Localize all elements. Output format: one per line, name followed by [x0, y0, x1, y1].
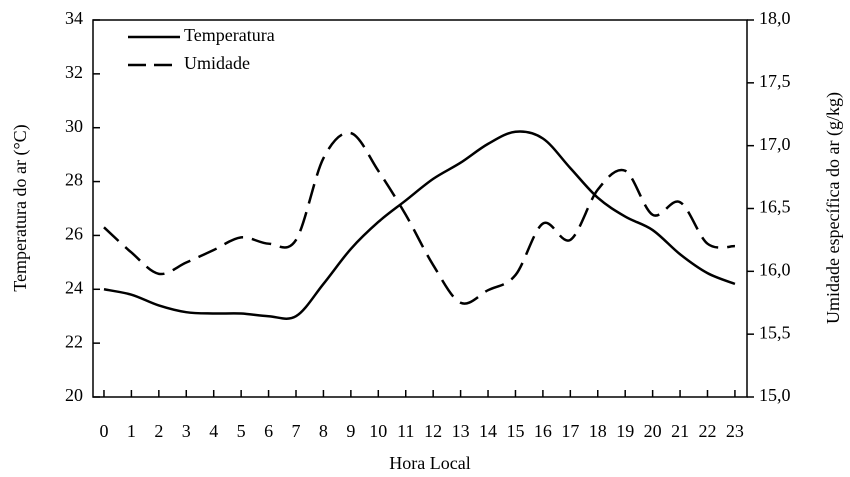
y2-tick-label: 16,0: [759, 259, 791, 279]
plot-frame: [92, 19, 748, 398]
x-tick-label: 23: [726, 421, 744, 441]
x-tick-label: 8: [319, 421, 328, 441]
y2-tick-label: 17,0: [759, 134, 791, 154]
y2-tick-label: 15,5: [759, 322, 791, 342]
y2-tick-label: 15,0: [759, 385, 791, 405]
x-tick-label: 4: [209, 421, 218, 441]
x-tick-label: 22: [698, 421, 716, 441]
y2-axis-label: Umidade específica do ar (g/kg): [823, 92, 844, 324]
x-tick-label: 17: [561, 421, 579, 441]
legend-label: Umidade: [184, 53, 250, 73]
legend-label: Temperatura: [184, 25, 275, 45]
y-tick-label: 34: [65, 8, 83, 28]
x-tick-label: 15: [506, 421, 524, 441]
x-tick-label: 21: [671, 421, 689, 441]
x-tick-label: 10: [369, 421, 387, 441]
x-tick-label: 6: [264, 421, 273, 441]
data-line: [103, 131, 736, 305]
x-tick-label: 0: [99, 421, 108, 441]
y2-tick-label: 17,5: [759, 71, 791, 91]
x-tick-label: 3: [182, 421, 191, 441]
x-tick-label: 19: [616, 421, 634, 441]
x-tick-label: 12: [424, 421, 442, 441]
data-line: [103, 130, 736, 320]
y-tick-label: 26: [65, 224, 83, 244]
y-tick-label: 24: [65, 277, 83, 297]
y-tick-label: 30: [65, 116, 83, 136]
x-tick-label: 7: [292, 421, 301, 441]
y-tick-label: 20: [65, 385, 83, 405]
x-tick-label: 9: [346, 421, 355, 441]
x-tick-label: 2: [154, 421, 163, 441]
y-tick-label: 32: [65, 62, 83, 82]
x-tick-label: 13: [452, 421, 470, 441]
y-tick-label: 22: [65, 331, 83, 351]
x-tick-label: 14: [479, 421, 497, 441]
y-axis-label: Temperatura do ar (°C): [10, 124, 31, 291]
x-axis-label: Hora Local: [389, 453, 470, 473]
y2-tick-label: 16,5: [759, 197, 791, 217]
x-tick-label: 20: [644, 421, 662, 441]
x-tick-label: 16: [534, 421, 552, 441]
x-tick-label: 5: [237, 421, 246, 441]
x-tick-label: 11: [397, 421, 414, 441]
x-tick-label: 18: [589, 421, 607, 441]
x-tick-label: 1: [127, 421, 136, 441]
y2-tick-label: 18,0: [759, 8, 791, 28]
y-tick-label: 28: [65, 170, 83, 190]
